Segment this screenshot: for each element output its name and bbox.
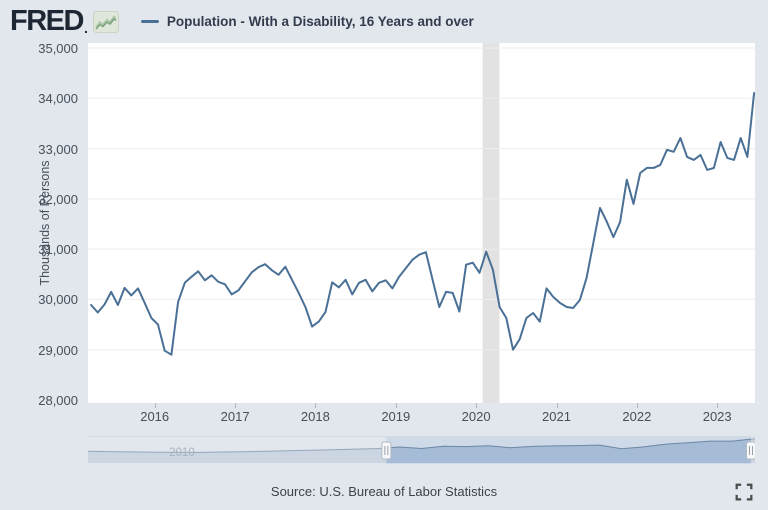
x-tick-mark bbox=[154, 403, 156, 408]
x-tick-mark bbox=[636, 403, 638, 408]
date-range-slider[interactable]: 2010 bbox=[87, 436, 756, 464]
x-tick-label: 2018 bbox=[300, 409, 330, 424]
y-tick-label: 30,000 bbox=[38, 292, 78, 308]
y-axis-tick-labels: 35,000 34,000 33,000 32,000 31,000 30,000 29,0… bbox=[0, 41, 80, 408]
x-tick-label: 2020 bbox=[461, 409, 491, 424]
line-chart-svg[interactable] bbox=[88, 43, 756, 403]
y-tick-label: 35,000 bbox=[38, 41, 78, 56]
series-legend[interactable]: Population - With a Disability, 16 Years… bbox=[140, 13, 474, 29]
fred-logo-text: FRED bbox=[10, 5, 84, 37]
series-title: Population - With a Disability, 16 Years… bbox=[166, 13, 474, 29]
x-tick-label: 2019 bbox=[381, 409, 411, 424]
slider-handle-left[interactable] bbox=[381, 441, 392, 460]
y-tick-label: 34,000 bbox=[38, 91, 78, 107]
y-tick-label: 31,000 bbox=[38, 242, 78, 258]
x-tick-label: 2023 bbox=[702, 409, 732, 424]
range-slider-svg[interactable] bbox=[87, 437, 756, 464]
x-tick-mark bbox=[315, 403, 317, 408]
series-legend-line-swatch bbox=[140, 20, 159, 23]
x-tick-label: 2021 bbox=[542, 409, 571, 424]
x-tick-label: 2017 bbox=[220, 409, 250, 424]
fullscreen-button[interactable] bbox=[735, 483, 753, 501]
x-tick-label: 2022 bbox=[622, 409, 652, 424]
fred-logo[interactable]: FRED. bbox=[10, 5, 119, 37]
plot-area[interactable] bbox=[88, 43, 756, 403]
x-axis-tick-labels: 2016 2017 2018 2019 2020 2021 2022 2023 bbox=[88, 403, 755, 429]
slider-handle-right[interactable] bbox=[745, 441, 756, 460]
x-tick-mark bbox=[235, 403, 237, 408]
fred-sparkline-icon bbox=[92, 11, 119, 33]
x-tick-mark bbox=[717, 403, 719, 408]
x-tick-mark bbox=[556, 403, 558, 408]
fred-logo-registered-dot: . bbox=[83, 20, 88, 36]
chart-header: FRED. Population - With a Disability, 16… bbox=[10, 6, 474, 36]
y-tick-label: 32,000 bbox=[38, 191, 78, 207]
y-tick-label: 29,000 bbox=[38, 342, 78, 358]
x-tick-mark bbox=[476, 403, 478, 408]
y-tick-label: 33,000 bbox=[38, 141, 78, 157]
source-text[interactable]: Source: U.S. Bureau of Labor Statistics bbox=[270, 484, 498, 499]
x-tick-mark bbox=[395, 403, 397, 408]
x-tick-label: 2016 bbox=[140, 409, 170, 424]
y-tick-label: 28,000 bbox=[38, 393, 78, 408]
